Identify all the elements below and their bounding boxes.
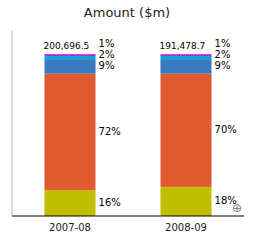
bar-segment (160, 74, 211, 187)
data-label: 16% (99, 197, 121, 208)
data-label: 9% (99, 60, 115, 71)
bar-segment (44, 59, 95, 74)
bar-segment (44, 56, 95, 59)
data-label: 1% (99, 38, 115, 49)
total-label: 191,478.7 (159, 41, 205, 51)
total-label: 200,696.5 (43, 41, 89, 51)
bars (44, 54, 211, 216)
labels: 16%72%9%2%1%200,696.518%70%9%2%1%191,478… (43, 38, 236, 208)
data-label: 2% (99, 49, 115, 60)
x-axis (12, 216, 244, 217)
bar-segment (160, 56, 211, 59)
x-tick-label: 2007-08 (49, 222, 91, 233)
data-label: 9% (215, 60, 231, 71)
annotation: ⊕ (232, 201, 242, 215)
data-label: 70% (215, 124, 237, 135)
bar-segment (160, 54, 211, 56)
y-axis (12, 30, 13, 216)
bar-segment (160, 187, 211, 216)
data-label: 72% (99, 126, 121, 137)
chart: Amount ($m)16%72%9%2%1%200,696.518%70%9%… (0, 0, 254, 245)
bar-segment (44, 54, 95, 56)
data-label: 1% (215, 38, 231, 49)
bar-segment (160, 59, 211, 74)
x-tick-label: 2008-09 (165, 222, 207, 233)
bar-segment (44, 190, 95, 216)
title: Amount ($m) (84, 5, 170, 20)
bar-segment (44, 74, 95, 190)
data-label: 2% (215, 49, 231, 60)
